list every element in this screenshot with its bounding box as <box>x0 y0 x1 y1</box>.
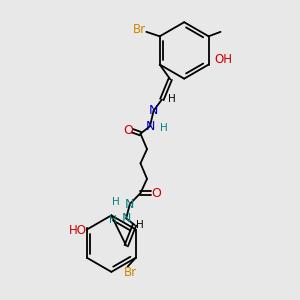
Text: OH: OH <box>215 53 233 66</box>
Text: O: O <box>151 187 161 200</box>
Text: H: H <box>168 94 176 104</box>
Text: O: O <box>123 124 133 137</box>
Text: Br: Br <box>124 266 137 279</box>
Text: Br: Br <box>133 23 146 36</box>
Text: N: N <box>122 212 131 225</box>
Text: N: N <box>145 120 155 133</box>
Text: N: N <box>125 198 134 211</box>
Text: N: N <box>149 104 158 117</box>
Text: H: H <box>160 123 167 133</box>
Text: H: H <box>109 215 117 225</box>
Text: H: H <box>112 197 120 207</box>
Text: HO: HO <box>69 224 87 237</box>
Text: H: H <box>136 220 143 230</box>
